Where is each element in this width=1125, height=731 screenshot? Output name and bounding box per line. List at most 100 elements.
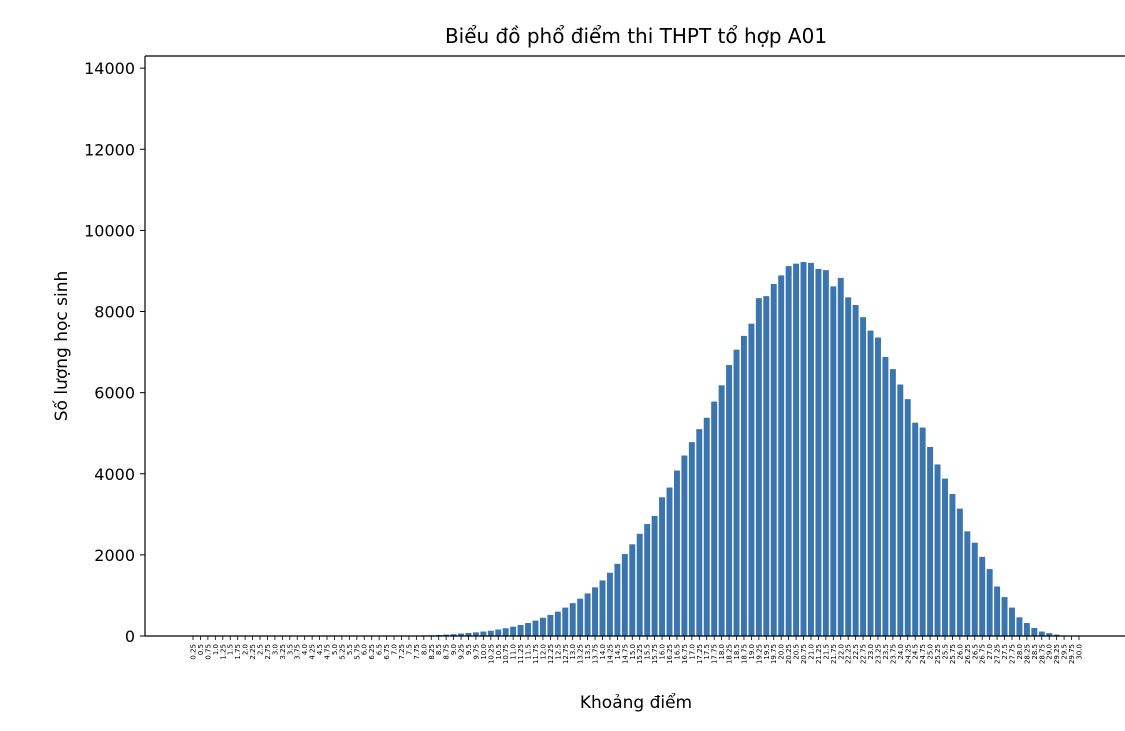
- x-tick-label: 19.25: [755, 644, 763, 664]
- y-tick-label: 14000: [84, 59, 135, 78]
- x-tick-label: 20.0: [778, 644, 786, 660]
- y-tick-label: 12000: [84, 140, 135, 159]
- x-tick-label: 14.5: [614, 644, 622, 660]
- bars: [338, 262, 1082, 636]
- bar-20.25: [785, 266, 792, 636]
- x-tick-label: 15.5: [644, 644, 652, 660]
- x-tick-label: 4.0: [301, 644, 309, 655]
- x-tick-label: 26.5: [971, 644, 979, 660]
- x-tick-label: 8.75: [443, 644, 451, 660]
- x-tick-label: 9.75: [472, 644, 480, 660]
- y-tick-label: 6000: [94, 384, 135, 403]
- bar-26.75: [979, 556, 986, 636]
- x-tick-label: 23.5: [882, 644, 890, 660]
- x-tick-label: 29.75: [1068, 644, 1076, 664]
- bar-25.5: [942, 478, 948, 636]
- bar-27.25: [994, 586, 1001, 636]
- x-tick-label: 3.75: [294, 644, 302, 660]
- bar-18.25: [726, 365, 733, 636]
- bar-10.0: [480, 631, 487, 636]
- y-axis-label: Số lượng học sinh: [51, 271, 72, 422]
- x-tick-label: 11.75: [532, 644, 540, 664]
- x-ticks: 0.25 0.5 0.75 1.0 1.25 1.5 1.75 2.0 2.25 2.5 2.75 3…: [190, 636, 1084, 664]
- bar-24.75: [919, 427, 926, 636]
- x-tick-label: 15.0: [629, 644, 637, 660]
- x-tick-label: 11.0: [510, 644, 518, 660]
- bar-25.75: [949, 494, 956, 636]
- x-tick-label: 5.0: [331, 644, 339, 655]
- x-tick-label: 11.5: [525, 644, 533, 660]
- bar-16.5: [673, 470, 680, 636]
- bar-26.5: [971, 542, 978, 636]
- x-tick-label: 12.25: [547, 644, 555, 664]
- x-tick-label: 21.25: [815, 644, 823, 664]
- x-tick-label: 10.75: [502, 644, 510, 664]
- x-tick-label: 7.75: [413, 644, 421, 660]
- x-tick-label: 10.5: [495, 644, 503, 660]
- y-tick-label: 8000: [94, 303, 135, 322]
- bar-29.0: [1046, 633, 1053, 636]
- x-tick-label: 28.0: [1016, 644, 1024, 660]
- x-tick-label: 26.0: [956, 644, 964, 660]
- bar-15.25: [636, 533, 643, 636]
- x-tick-label: 8.0: [420, 644, 428, 655]
- bar-23.25: [875, 337, 881, 636]
- x-tick-label: 16.75: [681, 644, 689, 664]
- x-tick-label: 13.25: [577, 644, 585, 664]
- bar-18.5: [733, 349, 740, 636]
- x-tick-label: 28.75: [1038, 644, 1046, 664]
- y-tick-label: 0: [125, 627, 135, 646]
- x-tick-label: 2.5: [257, 644, 265, 655]
- x-tick-label: 27.5: [1001, 644, 1009, 660]
- x-tick-label: 2.75: [264, 644, 272, 660]
- x-tick-label: 4.75: [324, 644, 332, 660]
- bar-21.5: [822, 270, 829, 636]
- x-tick-label: 16.0: [659, 644, 667, 660]
- x-tick-label: 17.25: [696, 644, 704, 664]
- x-tick-label: 6.75: [383, 644, 391, 660]
- x-tick-label: 3.5: [286, 644, 294, 655]
- bar-17.25: [696, 429, 703, 636]
- bar-24.25: [904, 399, 911, 636]
- x-tick-label: 5.5: [346, 644, 354, 655]
- bar-29.25: [1053, 634, 1060, 636]
- x-tick-label: 17.75: [711, 644, 719, 664]
- bar-22.75: [860, 317, 867, 636]
- bar-15.75: [651, 515, 658, 636]
- x-tick-label: 12.5: [554, 644, 562, 660]
- bar-23.5: [882, 356, 889, 636]
- bar-9.25: [458, 633, 465, 636]
- bar-13.0: [569, 603, 576, 636]
- x-tick-label: 16.25: [666, 644, 674, 664]
- x-tick-label: 9.5: [465, 644, 473, 655]
- x-tick-label: 22.75: [860, 644, 868, 664]
- x-tick-label: 27.0: [986, 644, 994, 660]
- bar-13.25: [577, 598, 584, 636]
- bar-16.75: [681, 455, 688, 636]
- chart-title: Biểu đồ phổ điểm thi THPT tổ hợp A01: [445, 24, 827, 48]
- x-tick-label: 8.5: [435, 644, 443, 655]
- bar-14.75: [621, 554, 628, 636]
- bar-24.5: [912, 422, 919, 636]
- x-tick-label: 14.25: [606, 644, 614, 664]
- bar-27.5: [1001, 597, 1008, 636]
- bar-28.0: [1016, 617, 1023, 636]
- x-tick-label: 5.25: [338, 644, 346, 660]
- bar-19.0: [748, 323, 755, 636]
- y-tick-label: 2000: [94, 546, 135, 565]
- x-tick-label: 7.5: [405, 644, 413, 655]
- x-tick-label: 2.0: [242, 644, 250, 655]
- x-tick-label: 25.25: [934, 644, 942, 664]
- bar-27.75: [1009, 607, 1015, 636]
- x-tick-label: 21.0: [807, 644, 815, 660]
- x-tick-label: 17.5: [703, 644, 711, 660]
- x-tick-label: 25.75: [949, 644, 957, 664]
- x-tick-label: 3.0: [271, 644, 279, 655]
- bar-12.0: [539, 617, 546, 636]
- bar-20.5: [793, 263, 800, 636]
- x-tick-label: 18.5: [733, 644, 741, 660]
- x-tick-label: 13.75: [592, 644, 600, 664]
- bar-9.5: [465, 632, 472, 636]
- bar-21.0: [807, 262, 814, 636]
